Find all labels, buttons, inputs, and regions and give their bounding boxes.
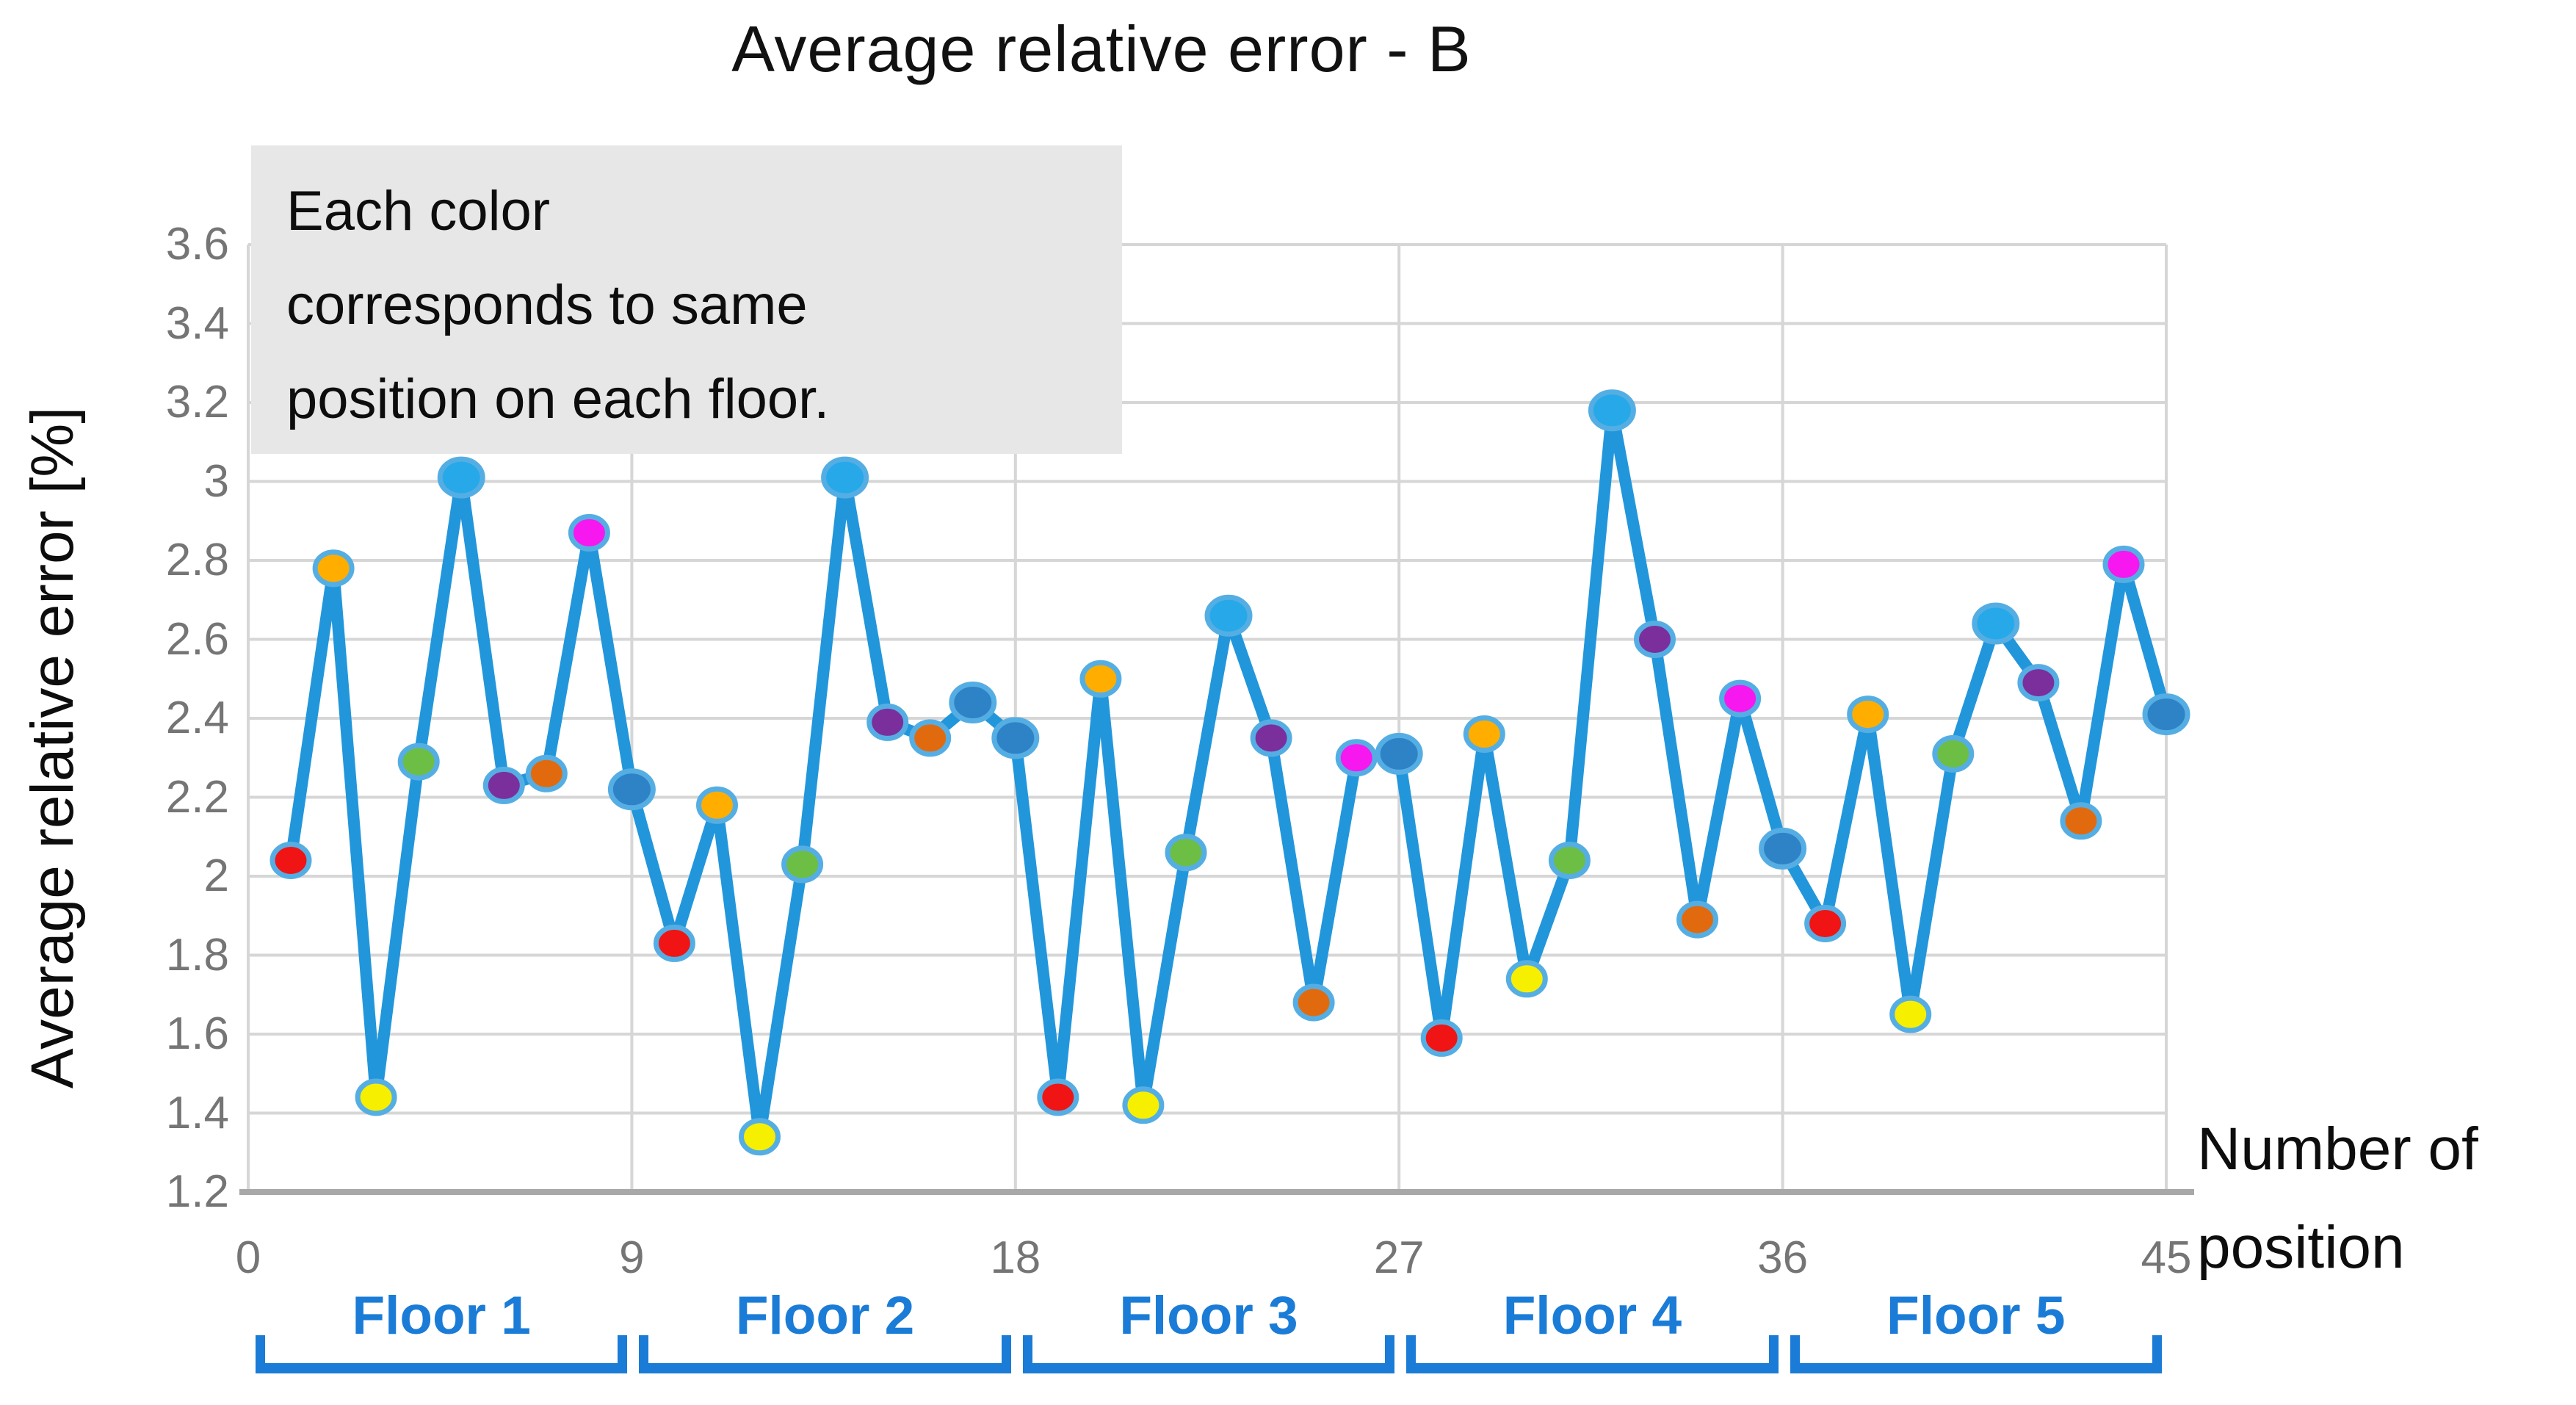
marker-pos-27-blue [1375,732,1423,775]
marker-pos-36-blue [1759,827,1807,870]
marker-pos-41-light_blue [1972,602,2020,645]
marker-pos-24-purple [1250,719,1292,757]
marker-pos-25-dark_orange [1292,983,1335,1022]
x-tick-label: 27 [1373,1232,1425,1283]
marker-pos-26-magenta [1335,739,1378,777]
marker-pos-30-yellow [1505,960,1548,998]
marker-pos-28-red [1420,1019,1463,1057]
marker-pos-6-purple [482,766,525,804]
marker-pos-21-yellow [1122,1086,1165,1124]
y-tick-label: 1.8 [165,929,229,980]
marker-pos-19-red [1037,1078,1079,1116]
annotation-line-2: corresponds to same [286,274,808,336]
marker-pos-10-red [653,924,695,962]
x-tick-label: 9 [619,1232,645,1283]
marker-pos-9-blue [607,768,656,811]
marker-pos-31-green [1548,842,1591,879]
y-axis-title: Average relative error [%] [19,406,86,1089]
chart-title: Average relative error - B [731,12,1472,85]
floor-label-5: Floor 5 [1886,1286,2066,1346]
marker-pos-4-green [397,743,440,781]
x-tick-label: 18 [990,1232,1041,1283]
y-tick-label: 2.2 [165,771,229,823]
marker-pos-33-purple [1634,621,1676,658]
marker-pos-38-orange [1847,696,1889,734]
marker-pos-5-light_blue [437,456,485,499]
marker-pos-22-green [1165,834,1207,872]
marker-pos-40-green [1932,734,1975,773]
marker-pos-12-yellow [739,1118,781,1156]
x-tick-label: 45 [2141,1232,2192,1283]
marker-pos-17-blue [949,682,997,723]
marker-pos-8-magenta [568,513,610,552]
y-tick-label: 3.4 [165,297,229,349]
marker-pos-7-dark_orange [525,754,568,792]
floor-label-1: Floor 1 [352,1286,531,1346]
y-tick-label: 2 [203,850,229,901]
floor-label-4: Floor 4 [1502,1286,1682,1346]
y-tick-label: 3 [203,455,229,507]
y-tick-label: 1.6 [165,1008,229,1059]
y-tick-label: 2.4 [165,693,229,743]
marker-pos-3-yellow [355,1078,397,1116]
x-tick-label: 0 [235,1232,261,1283]
marker-pos-44-magenta [2102,545,2145,583]
annotation-line-3: position on each floor. [286,368,830,430]
x-axis-title: Number of position [2197,1100,2478,1297]
marker-pos-32-light_blue [1588,389,1636,432]
marker-pos-15-purple [866,703,909,741]
floor-bracket-3 [1022,1335,1395,1373]
floor-bracket-4 [1406,1335,1779,1373]
marker-pos-29-orange [1463,715,1505,753]
series-line [285,404,2172,1143]
marker-pos-45-blue [2142,693,2190,736]
marker-pos-11-orange [696,786,738,824]
floor-bracket-5 [1790,1335,2162,1373]
marker-pos-23-light_blue [1204,594,1253,637]
x-tick-label: 36 [1757,1232,1809,1283]
marker-pos-20-orange [1079,660,1122,698]
y-tick-label: 3.6 [165,219,229,270]
x-axis-title-line-1: Number of [2197,1116,2478,1182]
marker-pos-16-dark_orange [909,719,952,757]
y-tick-label: 1.2 [165,1166,229,1217]
marker-pos-1-red [269,842,312,879]
marker-pos-37-red [1804,905,1847,942]
floor-bracket-1 [256,1335,628,1373]
marker-pos-14-light_blue [821,456,869,499]
floor-label-2: Floor 2 [735,1286,915,1346]
annotation-box: Each color corresponds to same position … [251,145,1122,454]
marker-pos-13-green [781,845,824,884]
y-tick-label: 3.2 [165,377,229,427]
y-tick-label: 2.8 [165,535,229,585]
marker-pos-18-blue [991,717,1040,759]
annotation-line-1: Each color [286,180,551,242]
marker-pos-35-magenta [1719,679,1762,718]
y-tick-label: 1.4 [165,1087,229,1138]
marker-pos-39-yellow [1889,995,1932,1033]
y-tick-label: 2.6 [165,613,229,665]
marker-pos-42-purple [2017,664,2060,702]
floor-label-3: Floor 3 [1119,1286,1298,1346]
floor-bracket-2 [639,1335,1011,1373]
marker-pos-34-dark_orange [1676,900,1718,939]
marker-pos-43-dark_orange [2060,802,2102,840]
marker-pos-2-orange [312,549,355,588]
x-axis-title-line-2: position [2197,1214,2405,1281]
